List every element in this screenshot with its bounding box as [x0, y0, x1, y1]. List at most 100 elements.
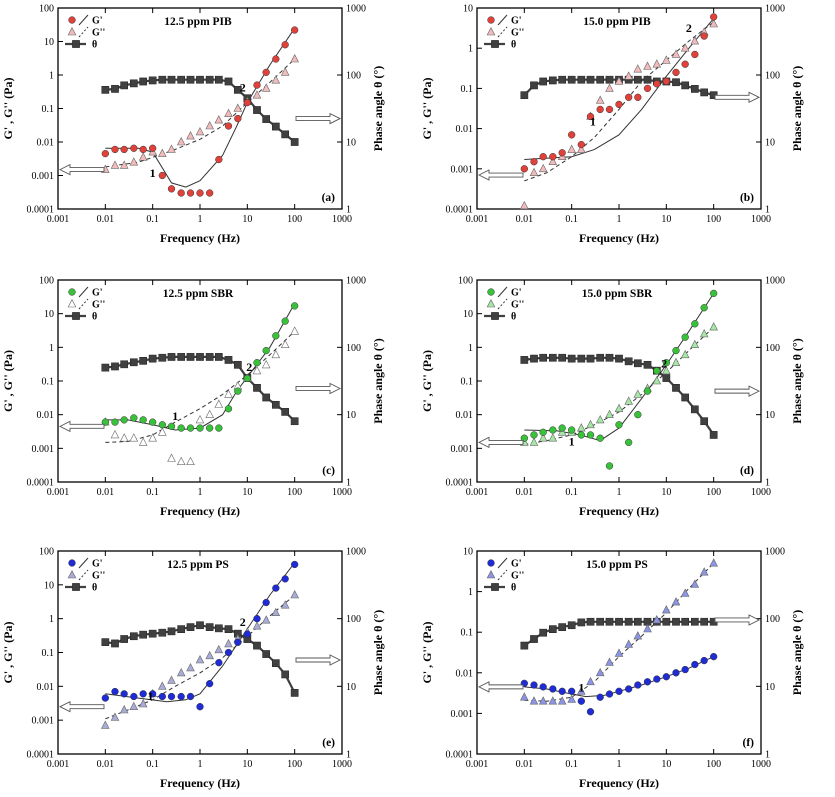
- crossover-label: 2: [240, 81, 246, 95]
- theta-point: [672, 384, 680, 392]
- gprime-point: [643, 678, 652, 686]
- legend-gprime-label: G': [511, 559, 522, 570]
- gprime-point: [700, 304, 708, 312]
- y-tick-label: 10: [463, 547, 473, 558]
- gprime-point: [234, 114, 242, 123]
- gprime-point: [262, 346, 270, 355]
- gprime-point: [111, 145, 119, 154]
- gdoubleprime-point: [605, 409, 614, 418]
- x-tick-label: 100: [287, 214, 302, 225]
- theta-point: [548, 353, 557, 362]
- legend-gprime-marker: [68, 16, 76, 24]
- gdoubleprime-point: [214, 399, 224, 408]
- y-tick-label: 0.01: [456, 668, 474, 679]
- theta-point: [158, 353, 167, 362]
- legend-gdoubleprime-marker: [67, 299, 77, 308]
- right-axis-arrow-icon: [714, 385, 761, 397]
- legend-gprime-marker: [68, 288, 76, 296]
- gdoubleprime-point: [643, 624, 652, 633]
- gdoubleprime-point: [280, 67, 290, 76]
- gprime-point: [215, 155, 223, 164]
- gprime-point: [139, 145, 147, 154]
- gdoubleprime-point: [643, 61, 652, 70]
- panel-title: 15.0 ppm SBR: [582, 288, 653, 300]
- gdoubleprime-point: [195, 655, 205, 664]
- y-tick-label: 0.1: [461, 377, 474, 388]
- theta-point: [177, 75, 186, 84]
- x-tick-label: 0.001: [47, 759, 70, 770]
- gprime-point: [234, 387, 242, 395]
- gprime-point: [149, 418, 157, 426]
- theta-point: [262, 650, 271, 658]
- gprime-point: [577, 697, 585, 705]
- gdoubleprime-point: [158, 681, 167, 690]
- gdoubleprime-point: [101, 720, 110, 729]
- legend-theta-marker: [72, 583, 80, 591]
- gprime-point: [605, 690, 614, 698]
- x-tick-label: 1: [198, 214, 203, 225]
- gdoubleprime-point: [271, 349, 281, 359]
- x-tick-label: 1000: [332, 759, 352, 770]
- gprime-point: [177, 692, 185, 701]
- y2-tick-label: 1000: [346, 4, 366, 15]
- gdoubleprime-point: [595, 667, 605, 677]
- x-tick-label: 1: [198, 487, 203, 498]
- theta-point: [205, 623, 214, 631]
- theta-point: [158, 75, 167, 84]
- gdoubleprime-point: [671, 49, 681, 58]
- gprime-point: [710, 13, 718, 21]
- x-tick-label: 10: [661, 214, 671, 225]
- gdoubleprime-point: [633, 64, 643, 73]
- y2-tick-label: 1000: [765, 4, 785, 15]
- x-tick-label: 0.1: [146, 759, 159, 770]
- legend-gdoubleprime-line: [497, 298, 508, 310]
- x-tick-label: 1000: [332, 487, 352, 498]
- legend-theta-marker: [491, 312, 499, 320]
- y-axis-label: G' , G'' (Pa): [1, 622, 15, 684]
- y-tick-label: 0.0001: [27, 205, 55, 216]
- gprime-point: [158, 171, 166, 180]
- gprime-point: [596, 105, 604, 114]
- theta-point: [224, 77, 233, 86]
- gdoubleprime-point: [280, 600, 290, 609]
- gdoubleprime-point: [652, 376, 662, 385]
- y2-tick-label: 100: [765, 614, 780, 625]
- gdoubleprime-point: [280, 339, 290, 348]
- gprime-point: [625, 685, 633, 693]
- gdoubleprime-point: [538, 696, 548, 705]
- gprime-point: [558, 424, 566, 432]
- y-axis-label: G' , G'' (Pa): [420, 622, 434, 684]
- gprime-point: [681, 665, 689, 674]
- theta-point: [148, 629, 157, 638]
- legend-theta-marker: [72, 312, 80, 320]
- y2-tick-label: 1000: [346, 547, 366, 558]
- x-tick-label: 0.001: [47, 214, 70, 225]
- gdoubleprime-point: [690, 579, 700, 588]
- chart-panel: 0.001 0.01 0.1 1 10 100 10000.00010.0010.010.1…: [420, 276, 804, 519]
- gprime-point: [130, 414, 138, 422]
- gdoubleprime-point: [176, 456, 186, 465]
- gprime-point: [539, 153, 547, 161]
- y-tick-label: 0.001: [32, 716, 55, 727]
- x-tick-label: 0.001: [466, 214, 489, 225]
- gprime-point: [234, 638, 242, 646]
- gprime-fit-line: [524, 293, 715, 442]
- y2-tick-label: 1: [765, 478, 770, 489]
- y2-tick-label: 10: [765, 410, 775, 421]
- gdoubleprime-point: [633, 389, 643, 398]
- gprime-point: [662, 673, 670, 681]
- theta-point: [214, 75, 223, 84]
- gprime-point: [586, 431, 595, 439]
- x-axis-label: Frequency (Hz): [160, 231, 240, 245]
- left-axis-arrow-icon: [58, 163, 105, 176]
- theta-point: [158, 628, 167, 637]
- y-tick-label: 0.1: [42, 377, 55, 388]
- gdoubleprime-point: [290, 54, 299, 63]
- crossover-label: 2: [240, 615, 246, 629]
- y-tick-label: 0.001: [32, 444, 55, 455]
- gprime-point: [577, 431, 585, 439]
- gprime-point: [558, 149, 566, 157]
- theta-point: [196, 621, 204, 630]
- gprime-point: [291, 302, 299, 310]
- theta-point: [700, 88, 709, 97]
